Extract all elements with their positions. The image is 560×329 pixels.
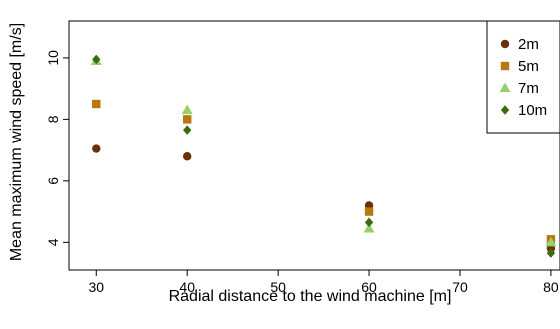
x-tick-label: 50: [270, 279, 286, 295]
x-tick-label: 30: [88, 279, 104, 295]
legend-marker-7m: [499, 82, 511, 92]
legend: 2m 5m 7m 10m: [486, 20, 560, 134]
point-5m: [364, 207, 374, 216]
legend-label: 5m: [518, 58, 539, 75]
point-10m: [183, 125, 192, 135]
point-5m: [92, 99, 101, 109]
x-tick-label: 80: [543, 279, 559, 295]
point-10m: [546, 248, 556, 258]
y-tick-label: 4: [45, 238, 61, 246]
point-7m: [363, 223, 375, 233]
legend-marker-2m: [500, 39, 510, 49]
legend-label: 7m: [518, 80, 539, 97]
y-tick-label: 6: [45, 177, 61, 185]
point-10m: [364, 217, 374, 228]
legend-marker-5m: [500, 61, 510, 71]
plot-frame: [68, 20, 560, 271]
point-5m: [183, 115, 192, 124]
point-7m: [545, 236, 557, 247]
y-axis: 4 6 8 10: [45, 50, 69, 246]
point-2m: [92, 144, 101, 153]
point-2m: [183, 152, 192, 161]
x-tick-label: 60: [361, 279, 377, 295]
x-axis-label: Radial distance to the wind machine [m]: [169, 288, 452, 305]
x-axis: 30 40 50 60 70 80: [88, 270, 559, 295]
point-10m: [92, 54, 101, 65]
legend-box: [486, 20, 560, 134]
legend-label: 2m: [518, 36, 539, 53]
legend-marker-10m: [500, 105, 510, 115]
data-points: [90, 54, 557, 258]
x-tick-label: 70: [452, 279, 468, 295]
y-tick-label: 10: [45, 50, 61, 66]
y-tick-label: 8: [45, 115, 61, 123]
legend-label: 10m: [518, 102, 547, 119]
x-tick-label: 40: [179, 279, 195, 295]
point-7m: [181, 104, 193, 115]
y-axis-label: Mean maximum wind speed [m/s]: [8, 23, 25, 261]
